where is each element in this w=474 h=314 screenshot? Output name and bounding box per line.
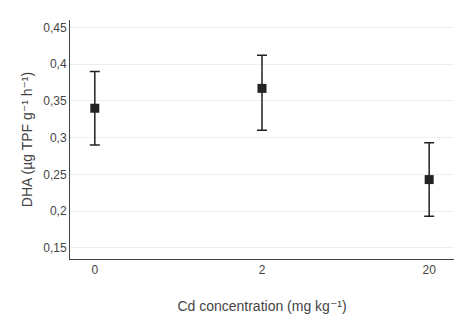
svg-text:0,35: 0,35 bbox=[43, 94, 67, 108]
svg-text:0,3: 0,3 bbox=[50, 131, 67, 145]
svg-text:0,4: 0,4 bbox=[50, 57, 67, 71]
svg-text:0,15: 0,15 bbox=[43, 241, 67, 255]
svg-text:DHA (µg TPF g⁻¹ h⁻¹): DHA (µg TPF g⁻¹ h⁻¹) bbox=[19, 72, 35, 207]
svg-text:20: 20 bbox=[422, 263, 436, 277]
svg-text:2: 2 bbox=[259, 263, 266, 277]
svg-text:0: 0 bbox=[91, 263, 98, 277]
svg-text:0,25: 0,25 bbox=[43, 168, 67, 182]
svg-text:Cd concentration (mg kg⁻¹): Cd concentration (mg kg⁻¹) bbox=[177, 298, 346, 314]
svg-text:0,45: 0,45 bbox=[43, 21, 67, 35]
svg-text:0,2: 0,2 bbox=[50, 204, 67, 218]
